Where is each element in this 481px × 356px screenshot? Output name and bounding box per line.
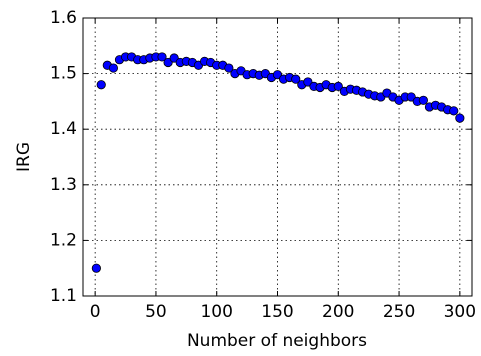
point (406, 92, 416, 102)
point (449, 106, 459, 116)
y-tick-label: 1.3 (50, 175, 77, 195)
point (224, 63, 234, 73)
point (418, 95, 428, 105)
point (96, 80, 106, 90)
point (291, 74, 301, 84)
point (91, 263, 101, 273)
point (303, 77, 313, 87)
x-tick-label: 150 (261, 302, 293, 322)
point (272, 70, 283, 80)
x-tick-label: 300 (444, 302, 476, 322)
point (455, 113, 465, 123)
plot-frame (82, 17, 473, 297)
x-tick-label: 250 (383, 302, 415, 322)
y-tick-label: 1.6 (50, 8, 77, 28)
y-tick-label: 1.5 (50, 64, 77, 84)
x-tick-label: 50 (145, 302, 167, 322)
y-axis-label: IRG (14, 142, 34, 172)
point (169, 53, 179, 63)
point (157, 52, 167, 62)
x-tick-label: 200 (322, 302, 354, 322)
x-axis-label: Number of neighbors (187, 331, 367, 351)
point (108, 63, 118, 73)
point (333, 81, 343, 91)
y-tick-label: 1.4 (50, 119, 77, 139)
x-tick-label: 100 (200, 302, 232, 322)
y-tick-label: 1.1 (50, 286, 77, 306)
y-tick-label: 1.2 (50, 230, 77, 250)
point (163, 57, 173, 68)
x-tick-label: 0 (90, 302, 101, 322)
